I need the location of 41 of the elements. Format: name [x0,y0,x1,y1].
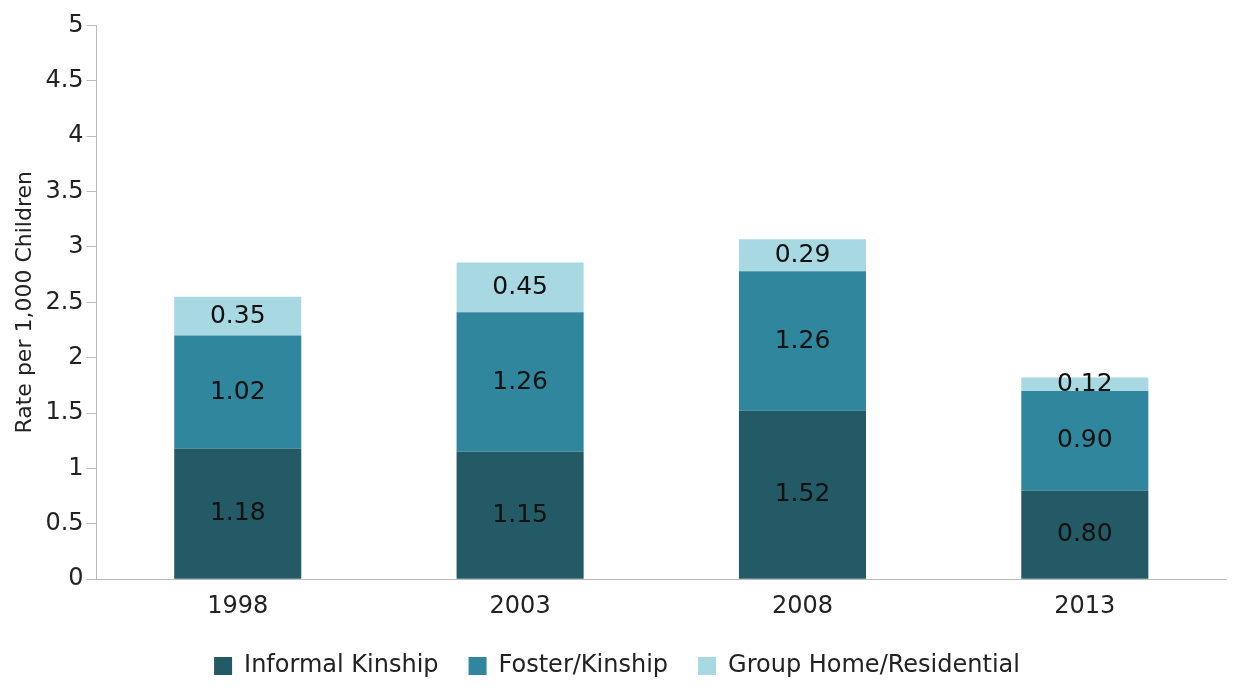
y-tick-label: 5 [68,9,84,38]
y-tick-label: 0.5 [45,508,84,537]
data-label: 0.90 [1056,424,1113,454]
legend-label: Informal Kinship [244,650,439,679]
bar [174,296,302,336]
y-tick-label: 2.5 [45,286,84,315]
data-label: 1.26 [492,365,548,395]
data-label: 0.29 [774,238,831,268]
bar [456,262,584,313]
y-tick-label: 3.5 [45,175,84,204]
bar [174,448,302,579]
bar [174,335,302,449]
data-label: 0.45 [492,270,548,300]
data-label: 1.52 [774,478,831,508]
y-tick-label: 3 [68,231,84,260]
bar [738,271,866,411]
bar [456,451,584,579]
y-tick-label: 2 [68,341,84,370]
bar [1021,490,1149,579]
legend-label: Foster/Kinship [498,650,669,679]
bar [738,410,866,579]
bar [1021,390,1149,491]
x-tick-label: 2013 [1054,590,1116,619]
legend-label: Group Home/Residential [728,650,1020,679]
y-axis-title: Rate per 1,000 Children [10,171,36,434]
x-tick-label: 2008 [771,590,833,619]
x-tick-label: 2003 [489,590,551,619]
y-tick-label: 0 [68,563,84,592]
bar [456,312,584,452]
y-tick-label: 1.5 [45,397,84,426]
data-label: 0.80 [1056,518,1113,548]
data-label: 1.02 [209,375,266,405]
data-label: 0.35 [209,299,266,329]
y-tick-label: 1 [68,452,84,481]
y-tick-label: 4.5 [45,65,84,94]
data-label: 1.18 [209,497,266,527]
y-tick-label: 4 [68,120,84,149]
x-tick-label: 1998 [207,590,269,619]
data-label: 1.26 [774,324,831,354]
data-label: 0.12 [1056,367,1113,397]
data-label: 1.15 [492,498,548,528]
